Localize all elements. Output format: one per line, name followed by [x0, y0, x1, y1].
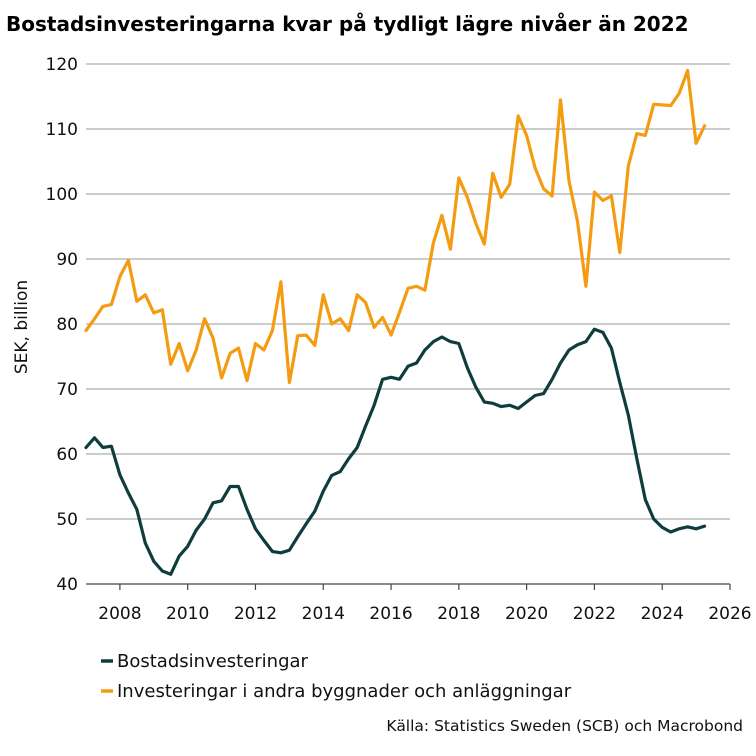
y-axis-label: SEK, billion [12, 280, 32, 374]
legend: Bostadsinvesteringar Investeringar i and… [101, 651, 572, 702]
legend-label-andra: Investeringar i andra byggnader och anlä… [117, 681, 572, 702]
y-tick-label: 120 [46, 55, 78, 75]
x-tick-label: 2020 [505, 604, 548, 624]
series-line-bostadsinvesteringar [84, 327, 707, 576]
x-tick-label: 2018 [437, 604, 480, 624]
y-tick-label: 100 [46, 185, 78, 205]
y-tick-label: 40 [56, 575, 78, 595]
x-tick-label: 2012 [234, 604, 277, 624]
x-tick-label: 2008 [98, 604, 141, 624]
x-tick-label: 2022 [573, 604, 616, 624]
x-tick-label: 2026 [708, 604, 751, 624]
y-tick-label: 110 [46, 120, 78, 140]
x-tick-label: 2014 [302, 604, 345, 624]
source-note: Källa: Statistics Sweden (SCB) och Macro… [386, 717, 743, 735]
series-line-andra-byggnader [84, 68, 707, 385]
x-tick-label: 2024 [641, 604, 684, 624]
y-axis-ticks: 40 50 60 70 80 90 100 110 120 [46, 55, 78, 595]
y-tick-label: 80 [56, 315, 78, 335]
chart-title: Bostadsinvesteringarna kvar på tydligt l… [6, 12, 689, 36]
y-tick-label: 50 [56, 510, 78, 530]
y-tick-label: 70 [56, 380, 78, 400]
x-axis-ticks: 2008 2010 2012 2014 2016 2018 2020 2022 2024 2026 [98, 584, 752, 624]
y-tick-label: 90 [56, 250, 78, 270]
gridlines [86, 63, 730, 585]
x-tick-label: 2016 [369, 604, 412, 624]
legend-label-bostad: Bostadsinvesteringar [117, 651, 309, 672]
x-tick-label: 2010 [166, 604, 209, 624]
series-lines [84, 68, 707, 576]
y-tick-label: 60 [56, 445, 78, 465]
